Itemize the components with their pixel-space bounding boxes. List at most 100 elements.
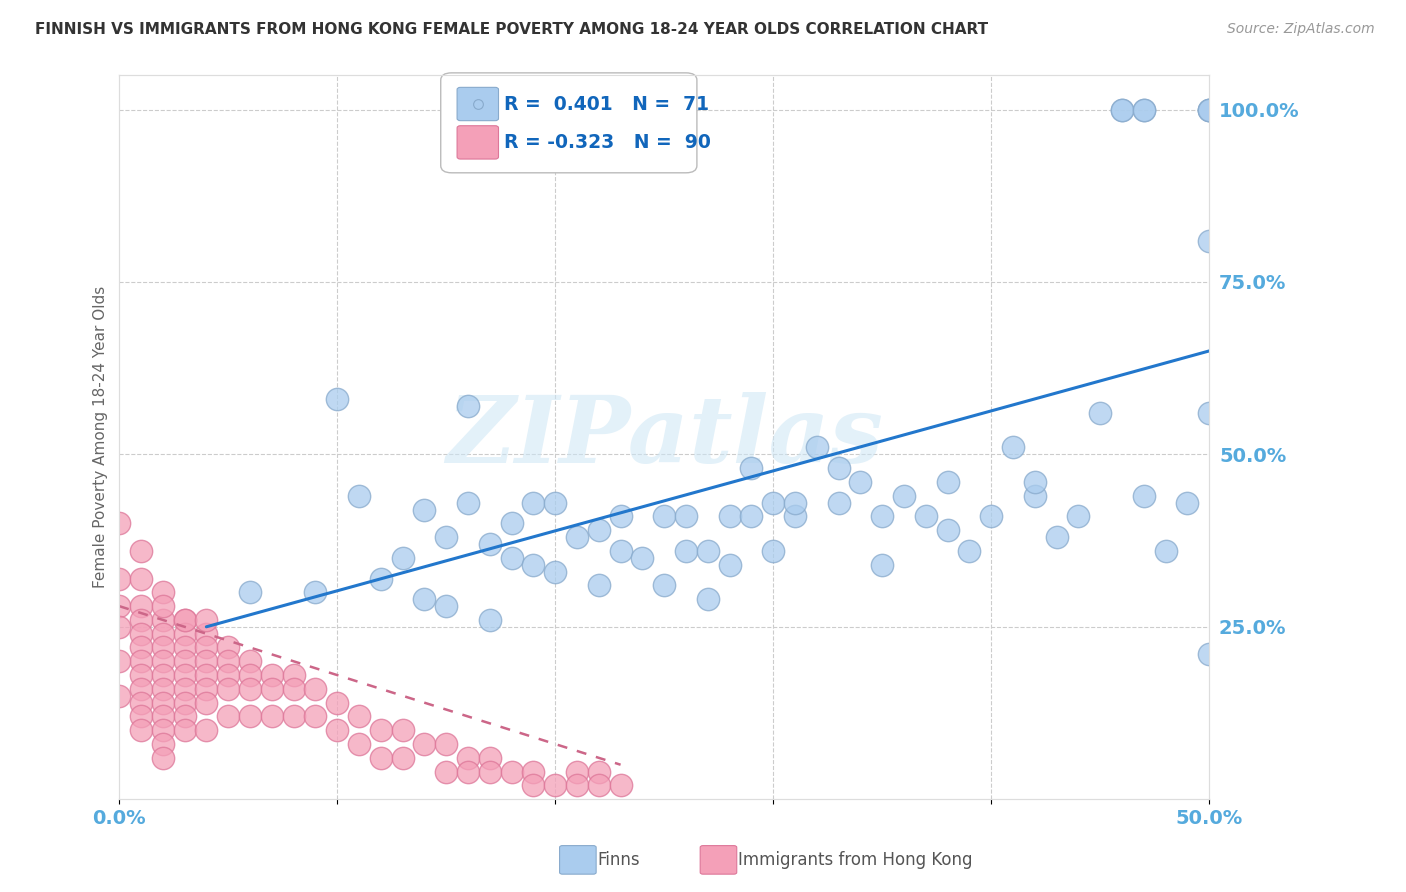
Point (391, 751, 413, 765)
Point (588, 779, 610, 793)
Point (108, 620, 131, 634)
Point (478, 613, 501, 627)
Point (195, 654, 218, 668)
Point (152, 681, 174, 696)
Point (457, 496, 479, 510)
Point (152, 723, 174, 738)
Point (217, 654, 239, 668)
Point (478, 751, 501, 765)
Point (173, 626, 195, 640)
Point (783, 496, 806, 510)
Point (718, 509, 741, 524)
Point (1133, 489, 1156, 503)
Point (217, 709, 239, 723)
Point (129, 696, 152, 710)
Point (457, 764, 479, 779)
Point (478, 764, 501, 779)
Point (152, 751, 174, 765)
Point (173, 640, 195, 655)
Point (696, 592, 718, 607)
Point (152, 613, 174, 627)
Point (173, 668, 195, 682)
Point (827, 496, 849, 510)
Point (434, 764, 457, 779)
Point (1111, 103, 1133, 117)
Point (129, 640, 152, 655)
Point (239, 709, 262, 723)
Point (260, 681, 283, 696)
Point (1133, 103, 1156, 117)
Point (1154, 544, 1177, 558)
Point (173, 613, 195, 627)
Point (195, 613, 218, 627)
Point (173, 696, 195, 710)
Point (501, 516, 523, 531)
Point (413, 502, 436, 516)
Point (326, 723, 349, 738)
Point (152, 654, 174, 668)
Text: FINNISH VS IMMIGRANTS FROM HONG KONG FEMALE POVERTY AMONG 18-24 YEAR OLDS CORREL: FINNISH VS IMMIGRANTS FROM HONG KONG FEM… (35, 22, 988, 37)
Point (108, 599, 131, 613)
Point (1177, 496, 1199, 510)
Point (501, 550, 523, 565)
Point (152, 696, 174, 710)
Point (152, 668, 174, 682)
Point (1198, 648, 1220, 662)
Point (347, 489, 370, 503)
Point (129, 654, 152, 668)
Point (304, 709, 326, 723)
Point (457, 399, 479, 413)
Point (195, 626, 218, 640)
Point (129, 599, 152, 613)
Point (936, 523, 959, 537)
Point (108, 654, 131, 668)
Point (783, 509, 806, 524)
Point (740, 461, 762, 475)
Point (304, 585, 326, 599)
Point (108, 689, 131, 703)
Point (413, 737, 436, 751)
FancyBboxPatch shape (440, 73, 697, 173)
Point (152, 640, 174, 655)
Point (870, 509, 893, 524)
Point (152, 599, 174, 613)
Point (283, 668, 305, 682)
Point (609, 509, 631, 524)
Point (173, 613, 195, 627)
Point (980, 509, 1002, 524)
Point (1198, 234, 1220, 248)
Point (696, 544, 718, 558)
Point (1133, 103, 1156, 117)
Point (806, 441, 828, 455)
Point (370, 751, 392, 765)
Point (565, 530, 588, 544)
Point (239, 654, 262, 668)
Point (370, 572, 392, 586)
Point (675, 544, 697, 558)
Point (326, 392, 349, 407)
Point (544, 496, 567, 510)
Point (129, 572, 152, 586)
Point (1024, 475, 1046, 489)
Point (129, 668, 152, 682)
Point (195, 696, 218, 710)
Point (129, 681, 152, 696)
Point (195, 681, 218, 696)
Point (544, 779, 567, 793)
Point (152, 709, 174, 723)
Point (108, 516, 131, 531)
Point (217, 668, 239, 682)
Point (195, 640, 218, 655)
Point (740, 509, 762, 524)
Point (434, 599, 457, 613)
Point (370, 723, 392, 738)
Point (283, 709, 305, 723)
Point (195, 668, 218, 682)
Point (609, 779, 631, 793)
Point (588, 578, 610, 592)
Point (1090, 406, 1112, 420)
Text: R =  0.401   N =  71: R = 0.401 N = 71 (503, 95, 709, 113)
Point (195, 723, 218, 738)
Point (173, 681, 195, 696)
Point (217, 640, 239, 655)
